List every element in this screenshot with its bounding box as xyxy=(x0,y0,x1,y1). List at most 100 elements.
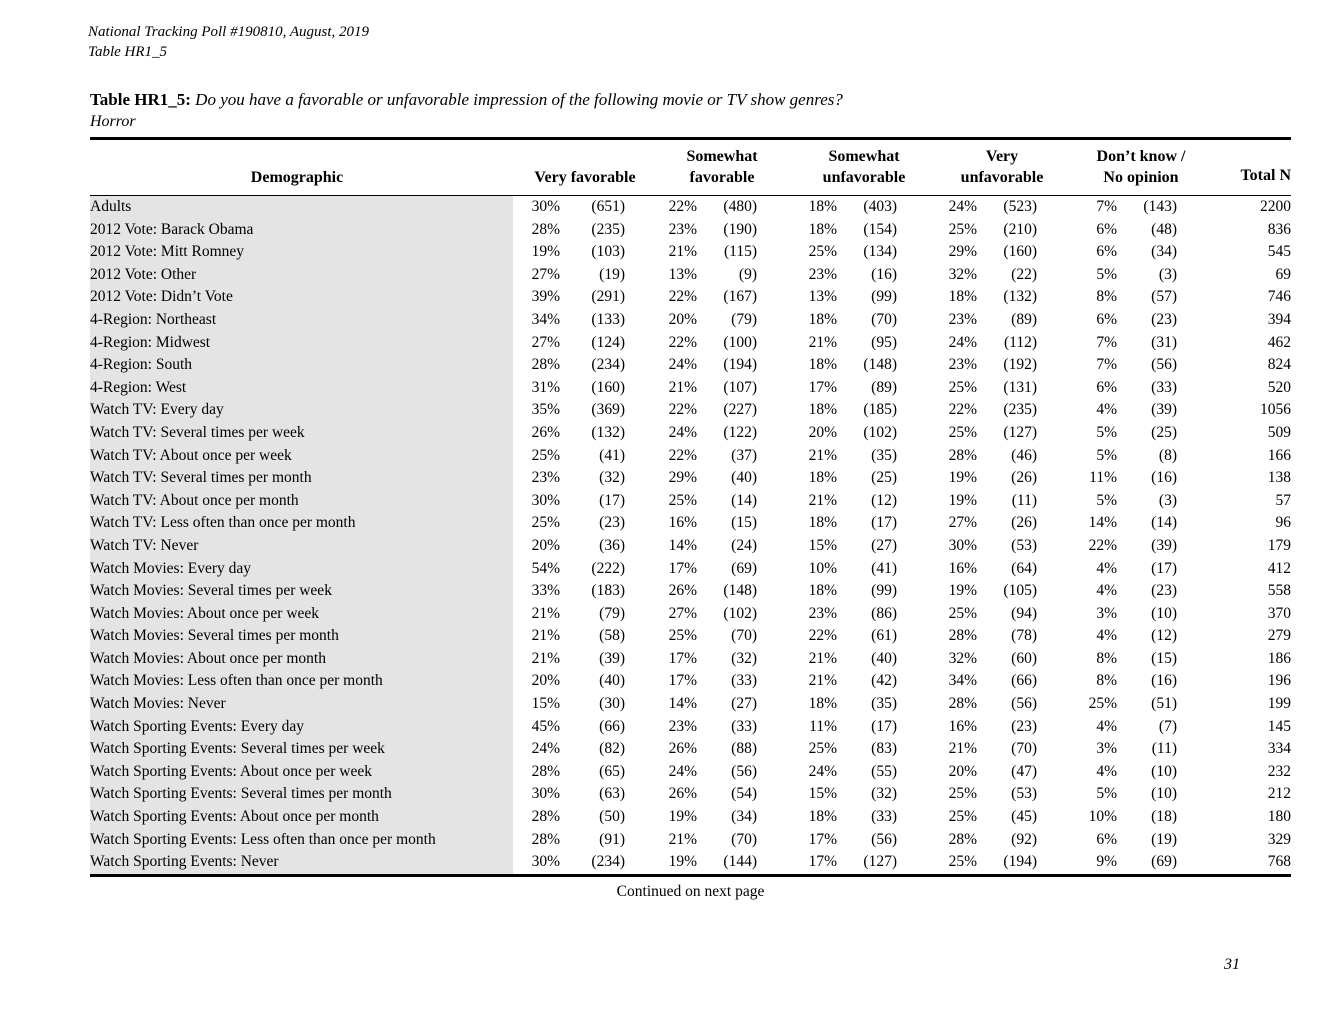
very-unfavorable-pct: 23% xyxy=(948,310,977,328)
very-favorable-n: (50) xyxy=(599,808,625,826)
very-favorable-n: (30) xyxy=(599,695,625,713)
somewhat-favorable-n: (102) xyxy=(723,604,757,622)
very-unfavorable-pct: 20% xyxy=(948,762,977,780)
somewhat-favorable-n: (54) xyxy=(731,785,757,803)
very-favorable-n: (19) xyxy=(599,265,625,283)
very-unfavorable-pct: 28% xyxy=(948,695,977,713)
very-favorable-n: (133) xyxy=(591,310,625,328)
dont-know-n: (11) xyxy=(1151,740,1177,758)
row-label: Watch TV: Less often than once per month xyxy=(90,512,513,535)
somewhat-unfavorable-n: (40) xyxy=(871,649,897,667)
very-unfavorable-pct: 32% xyxy=(948,649,977,667)
total-n: 462 xyxy=(1267,333,1291,351)
table-title: Table HR1_5: Do you have a favorable or … xyxy=(90,89,843,111)
table-row: Watch TV: Several times per week 26% (13… xyxy=(90,421,1291,445)
somewhat-favorable-n: (37) xyxy=(731,446,757,464)
very-unfavorable-n: (23) xyxy=(1011,717,1037,735)
very-favorable-pct: 30% xyxy=(531,853,560,871)
row-label: Watch Sporting Events: About once per we… xyxy=(90,760,513,784)
very-favorable-pct: 30% xyxy=(531,198,560,215)
somewhat-favorable-pct: 19% xyxy=(668,853,697,871)
very-favorable-n: (39) xyxy=(599,649,625,667)
very-unfavorable-pct: 28% xyxy=(948,446,977,464)
very-unfavorable-n: (210) xyxy=(1003,220,1037,238)
dont-know-pct: 6% xyxy=(1096,378,1117,396)
dont-know-pct: 11% xyxy=(1089,469,1117,487)
total-n: 558 xyxy=(1267,582,1291,600)
very-favorable-n: (369) xyxy=(591,401,625,419)
very-favorable-n: (17) xyxy=(599,491,625,509)
somewhat-unfavorable-n: (99) xyxy=(871,288,897,306)
dont-know-n: (31) xyxy=(1151,333,1177,351)
somewhat-favorable-pct: 17% xyxy=(668,672,697,690)
total-n: 520 xyxy=(1267,378,1291,396)
very-unfavorable-n: (56) xyxy=(1011,695,1037,713)
somewhat-unfavorable-n: (61) xyxy=(871,627,897,645)
dont-know-n: (69) xyxy=(1151,853,1177,871)
table-row: 2012 Vote: Other 27% (19) 13% (9) 23% (1… xyxy=(90,263,1291,287)
total-n: 824 xyxy=(1267,356,1291,374)
very-unfavorable-n: (22) xyxy=(1011,265,1037,283)
somewhat-unfavorable-pct: 17% xyxy=(808,830,837,848)
somewhat-favorable-pct: 20% xyxy=(668,310,697,328)
very-favorable-n: (222) xyxy=(591,559,625,577)
dont-know-n: (56) xyxy=(1151,356,1177,374)
dont-know-n: (10) xyxy=(1151,762,1177,780)
very-favorable-pct: 30% xyxy=(531,491,560,509)
very-favorable-pct: 30% xyxy=(531,785,560,803)
somewhat-unfavorable-pct: 21% xyxy=(808,446,837,464)
somewhat-unfavorable-pct: 11% xyxy=(809,717,837,735)
total-n: 768 xyxy=(1267,853,1291,871)
somewhat-favorable-pct: 25% xyxy=(668,491,697,509)
somewhat-favorable-pct: 21% xyxy=(668,378,697,396)
table-row: Watch TV: Less often than once per month… xyxy=(90,512,1291,535)
table-title-question: Do you have a favorable or unfavorable i… xyxy=(195,90,843,109)
very-unfavorable-n: (192) xyxy=(1003,356,1037,374)
somewhat-favorable-n: (33) xyxy=(731,717,757,735)
very-favorable-n: (23) xyxy=(599,514,625,532)
very-unfavorable-n: (112) xyxy=(1004,333,1037,351)
dont-know-n: (51) xyxy=(1151,695,1177,713)
very-unfavorable-pct: 28% xyxy=(948,627,977,645)
dont-know-n: (3) xyxy=(1158,491,1177,509)
very-unfavorable-pct: 30% xyxy=(948,536,977,554)
somewhat-favorable-pct: 17% xyxy=(668,649,697,667)
very-favorable-n: (183) xyxy=(591,582,625,600)
somewhat-favorable-n: (24) xyxy=(731,536,757,554)
row-label: Watch Movies: About once per month xyxy=(90,647,513,671)
total-n: 746 xyxy=(1267,288,1291,306)
very-favorable-n: (82) xyxy=(599,740,625,758)
table-row: Watch Sporting Events: Less often than o… xyxy=(90,828,1291,852)
table-row: Watch Sporting Events: About once per mo… xyxy=(90,806,1291,829)
somewhat-favorable-pct: 26% xyxy=(668,582,697,600)
dont-know-pct: 9% xyxy=(1096,853,1117,871)
column-header-somewhat-favorable: Somewhat favorable xyxy=(686,148,758,186)
somewhat-unfavorable-pct: 18% xyxy=(808,310,837,328)
very-favorable-pct: 20% xyxy=(531,536,560,554)
total-n: 96 xyxy=(1275,514,1292,532)
somewhat-unfavorable-n: (55) xyxy=(871,762,897,780)
table-body: Adults 30% (651) 22% (480) 18% (403) 24%… xyxy=(90,195,1291,876)
row-label: Watch TV: Never xyxy=(90,534,513,558)
very-unfavorable-n: (235) xyxy=(1003,401,1037,419)
dont-know-pct: 7% xyxy=(1096,333,1117,351)
somewhat-unfavorable-n: (56) xyxy=(871,830,897,848)
very-favorable-n: (235) xyxy=(591,220,625,238)
somewhat-favorable-n: (148) xyxy=(723,582,757,600)
column-header-total-n: Total N xyxy=(1240,167,1291,184)
somewhat-favorable-n: (69) xyxy=(731,559,757,577)
somewhat-unfavorable-pct: 18% xyxy=(808,808,837,826)
column-header-somewhat-unfavorable: Somewhat unfavorable xyxy=(822,148,906,186)
very-favorable-pct: 28% xyxy=(531,808,560,826)
dont-know-pct: 5% xyxy=(1096,491,1117,509)
very-unfavorable-n: (105) xyxy=(1003,582,1037,600)
very-favorable-n: (234) xyxy=(591,356,625,374)
dont-know-pct: 5% xyxy=(1096,785,1117,803)
table-reference: Table HR1_5 xyxy=(88,44,168,60)
somewhat-favorable-n: (107) xyxy=(723,378,757,396)
dont-know-pct: 4% xyxy=(1096,401,1117,419)
dont-know-n: (143) xyxy=(1143,198,1177,215)
dont-know-pct: 3% xyxy=(1096,740,1117,758)
somewhat-unfavorable-n: (86) xyxy=(871,604,897,622)
somewhat-favorable-pct: 22% xyxy=(668,333,697,351)
